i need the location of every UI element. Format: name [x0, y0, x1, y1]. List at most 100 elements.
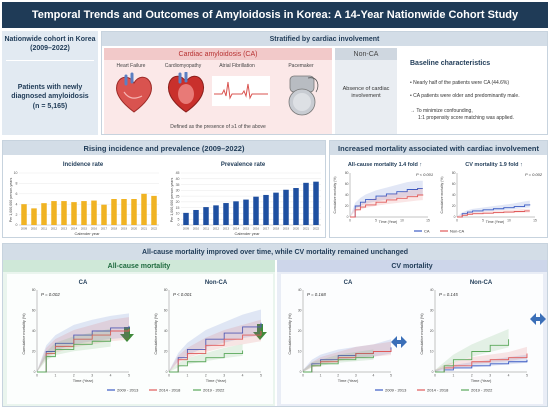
cv-km-series-line [457, 204, 531, 218]
prevalence-bar [273, 192, 279, 225]
cv-km-ytick-label: 0 [454, 215, 456, 219]
cv-ca-ytick-label: 20 [298, 329, 302, 333]
incidence-xtick-label: 2022 [151, 227, 158, 231]
over-time-panel: All-cause mortality improved over time, … [2, 243, 548, 407]
incidence-xtick-label: 2010 [31, 227, 38, 231]
over-time-header: All-cause mortality improved over time, … [3, 244, 547, 260]
cv-km-xtick-label: 5 [482, 219, 484, 223]
ot-legend-1: 2009 - 2013 2014 - 2018 2019 - 2022 [107, 388, 225, 393]
incidence-xtick-label: 2011 [41, 227, 47, 231]
ac-nonca-ytick-label: 60 [164, 309, 168, 313]
incidence-title: Incidence rate [63, 162, 104, 168]
cv-ca-xtick-label: 0 [302, 374, 304, 378]
ca-definition: Defined as the presence of ≥1 of the abo… [170, 124, 266, 130]
incidence-xtick-label: 2009 [21, 227, 28, 231]
allcause-km-ytick-label: 80 [345, 171, 349, 175]
double-arrow-icon-1 [391, 336, 407, 348]
ac-ca-ytick-label: 0 [34, 370, 36, 374]
cv-km-xtick-label: 0 [456, 219, 458, 223]
cv-ca-xtick-label: 4 [372, 374, 374, 378]
prevalence-xtick-label: 2020 [293, 227, 300, 231]
arrow-right-icon: → [410, 108, 415, 114]
cv-nonca-series-line [435, 339, 510, 373]
nonca-box: Non-CA Absence of cardiac involvement [335, 48, 397, 134]
item-atrial-fibrillation: Atrial Fibrillation [219, 63, 255, 69]
ac-ca-series-line [37, 328, 130, 373]
incidence-ytick-label: 4 [16, 202, 18, 206]
prevalence-bar [253, 196, 259, 225]
ac-nonca-ytick-label: 40 [164, 329, 168, 333]
double-arrow-icon-2 [530, 313, 546, 325]
cv-ca-p: P = 0.168 [307, 292, 326, 297]
baseline-arrow-line1: To minimize confounding, [416, 108, 473, 114]
incidence-xtick-label: 2017 [101, 227, 108, 231]
ac-nonca-p: P < 0.001 [173, 292, 192, 297]
ac-nonca-xtick-label: 5 [260, 374, 262, 378]
prevalence-bar [193, 209, 199, 225]
allcause-km-series-line [350, 187, 423, 218]
ot-legend1-label-1: 2009 - 2013 [117, 388, 139, 393]
prevalence-bar [213, 205, 219, 225]
stratified-header: Stratified by cardiac involvement [102, 32, 547, 46]
incidence-bar [41, 203, 47, 225]
ecg-icon [212, 76, 270, 106]
ac-ca-ytick-label: 80 [32, 288, 36, 292]
mortality-panel: Increased mortality associated with card… [329, 140, 548, 238]
ac-ca-xtick-label: 2 [73, 374, 75, 378]
cv-ca-ytick-label: 40 [298, 288, 302, 292]
allcause-km-ytick-label: 60 [345, 182, 349, 186]
item-heart-failure: Heart Failure [116, 63, 146, 69]
cv-nonca-ytick-label: 0 [432, 370, 434, 374]
ac-ca-ytick-label: 40 [32, 329, 36, 333]
ca-box: Cardiac amyloidosis (CA) Heart Failure C… [104, 48, 332, 134]
rising-charts: Incidence rate Prevalence rate Per 1,000… [9, 162, 321, 236]
prevalence-ytick-label: 20 [176, 200, 180, 204]
cv-km-ytick-label: 80 [452, 171, 456, 175]
down-arrow-icon-2 [253, 324, 267, 340]
prevalence-ytick-label: 45 [176, 171, 180, 175]
nonca-label: Non-CA [335, 48, 397, 60]
ac-ca-xtick-label: 4 [110, 374, 112, 378]
ac-nonca-ytick-label: 0 [166, 370, 168, 374]
ac-nonca-series-line [169, 331, 262, 373]
cv-ca-ytick-label: 0 [300, 370, 302, 374]
mortality-charts: All-cause mortality 1.4 fold ↑ CV mortal… [333, 162, 543, 234]
mortality-header: Increased mortality associated with card… [330, 141, 547, 155]
prevalence-xtick-label: 2014 [233, 227, 240, 231]
allcause-km-ci-band [350, 180, 423, 217]
cv-km-xtick-label: 10 [507, 219, 511, 223]
cv-nonca-ytick-label: 20 [430, 329, 434, 333]
incidence-xtick-label: 2020 [131, 227, 138, 231]
ac-ca-series-line [37, 338, 112, 373]
prevalence-xtick-label: 2009 [183, 227, 190, 231]
ac-ca-ytick-label: 60 [32, 309, 36, 313]
prevalence-ytick-label: 35 [176, 183, 180, 187]
cv-km-series-line [457, 210, 530, 218]
prevalence-xtick-label: 2016 [253, 227, 260, 231]
allcause-km-ytick-label: 40 [345, 193, 349, 197]
mort-xlabel-1: Time (Year) [379, 220, 398, 224]
baseline-bullet-2-text: CA patients were older and predominantly… [413, 93, 520, 99]
stratified-panel: Stratified by cardiac involvement Cardia… [101, 31, 548, 135]
cv-ca-xtick-label: 5 [390, 374, 392, 378]
cv-km-ytick-label: 40 [452, 193, 456, 197]
ac-ca-xtick-label: 0 [36, 374, 38, 378]
baseline-bullet-1: • Nearly half of the patients were CA (4… [410, 80, 510, 86]
ac-nonca-series-line [169, 322, 262, 373]
cv-card [281, 274, 543, 404]
baseline-box: Baseline characteristics • Nearly half o… [402, 50, 546, 134]
cv-nonca-xtick-label: 2 [471, 374, 473, 378]
prevalence-bar [243, 199, 249, 225]
ac-nonca-ytick-label: 80 [164, 288, 168, 292]
allcause-km-xtick-label: 0 [349, 219, 351, 223]
legend-ca-label: CA [424, 229, 430, 234]
incidence-bar [51, 201, 57, 225]
ot-xlabel-3: Time (Year) [338, 378, 359, 383]
prevalence-ytick-label: 5 [178, 217, 180, 221]
cv-nonca-xtick-label: 1 [452, 374, 454, 378]
ac-ca-p: P = 0.002 [41, 292, 60, 297]
rising-header: Rising incidence and prevalence (2009–20… [3, 141, 325, 155]
nonca-definition: Absence of cardiac involvement [339, 86, 393, 101]
prevalence-ytick-label: 0 [178, 223, 180, 227]
cv-ca-ytick-label: 10 [298, 350, 302, 354]
